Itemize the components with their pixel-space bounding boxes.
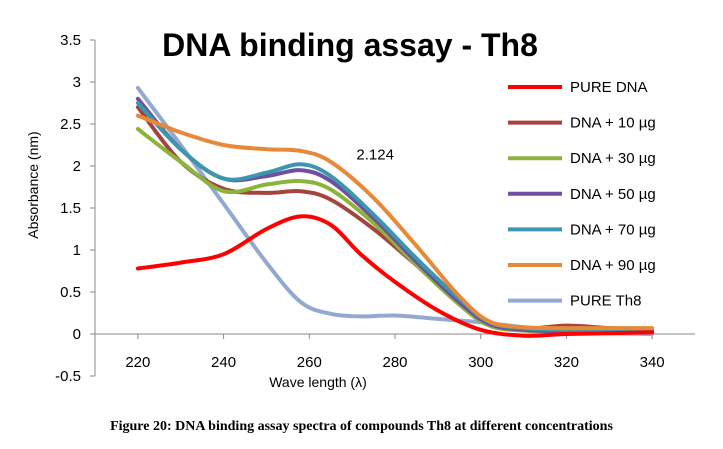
y-tick-label: 2.5 [60, 116, 81, 133]
chart-title: DNA binding assay - Th8 [162, 27, 538, 63]
series-line [135, 113, 655, 331]
legend-label: PURE DNA [570, 79, 648, 96]
x-tick-label: 220 [125, 354, 150, 371]
x-tick-label: 280 [382, 354, 407, 371]
x-tick-label: 320 [554, 354, 579, 371]
axes: 3.5 3 2.5 2 1.5 1 0.5 0 -0.5 220 240 260 280 300 320 34… [55, 32, 695, 385]
y-tick-label: 3.5 [60, 32, 81, 49]
x-tick-label: 260 [297, 354, 322, 371]
annotation-layer: 2.124 [356, 147, 394, 164]
x-tick-label: 340 [640, 354, 665, 371]
y-tick-label: 0 [73, 326, 81, 343]
figure-caption: Figure 20: DNA binding assay spectra of … [110, 419, 613, 434]
data-label: 2.124 [356, 147, 394, 164]
y-tick-label: 3 [73, 74, 81, 91]
series-line [135, 214, 655, 338]
legend-label: DNA + 30 µg [570, 150, 656, 167]
y-tick-label: 1.5 [60, 200, 81, 217]
legend-label: DNA + 70 µg [570, 221, 656, 238]
legend-label: PURE Th8 [570, 293, 641, 310]
y-axis-label: Absorbance (nm) [25, 131, 41, 238]
x-tick-label: 240 [211, 354, 236, 371]
series-layer [135, 85, 655, 338]
y-tick-label: 0.5 [60, 284, 81, 301]
y-tick-label: 2 [73, 158, 81, 175]
x-tick-label: 300 [468, 354, 493, 371]
legend: PURE DNA DNA + 10 µg DNA + 30 µg DNA + 50 µ… [508, 79, 656, 310]
x-axis-label: Wave length (λ) [269, 374, 367, 390]
y-tick-label: -0.5 [55, 368, 81, 385]
legend-label: DNA + 90 µg [570, 257, 656, 274]
series-line [135, 105, 655, 332]
legend-label: DNA + 10 µg [570, 115, 656, 132]
y-tick-label: 1 [73, 242, 81, 259]
legend-label: DNA + 50 µg [570, 186, 656, 203]
